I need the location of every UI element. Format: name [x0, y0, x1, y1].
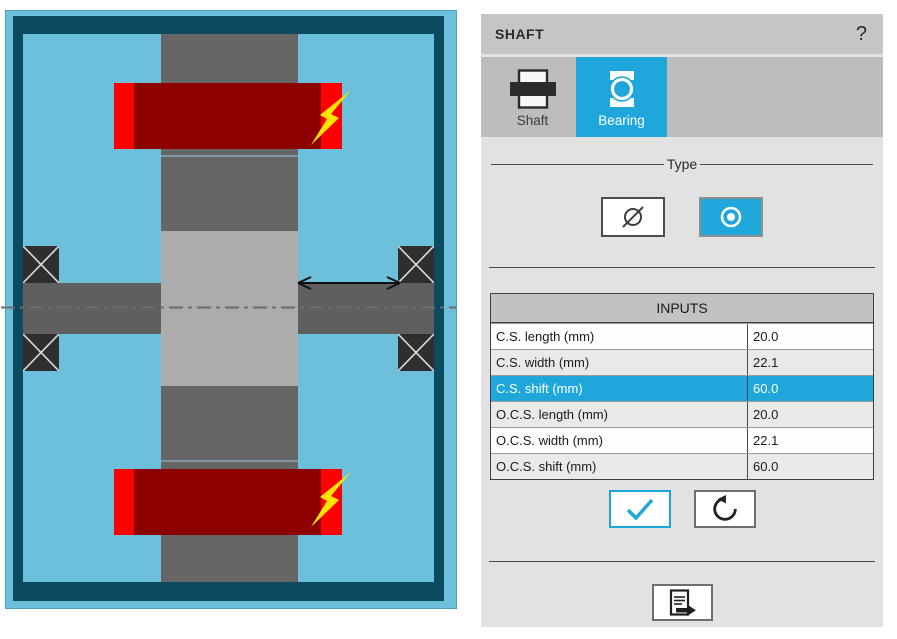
inputs-table-header: INPUTS [491, 294, 873, 323]
tab-shaft[interactable]: Shaft [489, 57, 576, 137]
row-value[interactable]: 22.1 [753, 355, 779, 370]
tab-bar: Shaft Bearing [481, 57, 883, 137]
crank-web-top-core [134, 83, 321, 149]
shaft-diagram [0, 0, 460, 615]
type-legend-label: Type [666, 156, 698, 172]
action-buttons [481, 490, 883, 528]
table-row[interactable]: C.S. length (mm) 20.0 [491, 323, 873, 349]
table-row[interactable]: C.S. width (mm) 22.1 [491, 349, 873, 375]
panel-title: SHAFT [495, 26, 545, 42]
tab-bearing-label: Bearing [598, 113, 645, 128]
export-document-icon [669, 588, 696, 616]
row-label: O.C.S. length (mm) [491, 402, 748, 427]
diameter-slash-icon [622, 206, 644, 228]
row-value[interactable]: 60.0 [753, 381, 779, 396]
diagram-background [1, 10, 457, 609]
type-group-legend: Type [491, 156, 874, 172]
dot-circle-icon [720, 206, 742, 228]
export-row [481, 584, 883, 621]
section-divider [489, 267, 875, 268]
row-value[interactable]: 20.0 [753, 329, 779, 344]
lightning-bolt-icon [311, 472, 351, 527]
panel-header: SHAFT ? [481, 14, 883, 54]
inputs-table: INPUTS C.S. length (mm) 20.0 C.S. width … [490, 293, 874, 480]
row-label: C.S. length (mm) [491, 324, 748, 349]
crank-web-bottom [114, 469, 342, 535]
dimension-arrow-icon [297, 276, 401, 290]
table-row[interactable]: O.C.S. length (mm) 20.0 [491, 401, 873, 427]
bearing-symbol-icon [23, 246, 59, 283]
bearing-symbol-icon [398, 246, 434, 283]
bearing-type-options [481, 197, 883, 237]
lightning-bolt-icon [311, 90, 351, 145]
reset-button[interactable] [693, 490, 756, 528]
tab-shaft-label: Shaft [516, 113, 549, 128]
type-radial-button[interactable] [699, 197, 763, 237]
confirm-button[interactable] [608, 490, 671, 528]
row-value[interactable]: 60.0 [753, 459, 779, 474]
centerline [1, 306, 456, 309]
table-row-selected[interactable]: C.S. shift (mm) 60.0 [491, 375, 873, 401]
row-label: O.C.S. shift (mm) [491, 454, 748, 479]
bearing-icon [607, 67, 637, 111]
section-divider-line [161, 460, 298, 462]
bearing-symbol-icon [398, 334, 434, 371]
bearing-symbol-icon [23, 334, 59, 371]
shaft-panel: SHAFT ? Shaft [481, 14, 883, 627]
shaft-icon [509, 67, 556, 111]
crank-web-bottom-core [134, 469, 321, 535]
table-row[interactable]: O.C.S. shift (mm) 60.0 [491, 453, 873, 479]
row-value[interactable]: 20.0 [753, 407, 779, 422]
check-icon [626, 498, 653, 521]
crank-web-top [114, 83, 342, 149]
rotate-ccw-icon [712, 494, 737, 521]
row-label: C.S. width (mm) [491, 350, 748, 375]
section-divider-line [161, 155, 298, 157]
tab-bearing[interactable]: Bearing [576, 57, 667, 137]
legend-line [700, 163, 874, 165]
help-button[interactable]: ? [855, 23, 867, 45]
section-divider [489, 561, 875, 562]
export-button[interactable] [651, 584, 713, 621]
row-label: O.C.S. width (mm) [491, 428, 748, 453]
legend-line [491, 163, 664, 165]
row-value[interactable]: 22.1 [753, 433, 779, 448]
table-row[interactable]: O.C.S. width (mm) 22.1 [491, 427, 873, 453]
row-label: C.S. shift (mm) [491, 376, 748, 401]
type-none-button[interactable] [601, 197, 665, 237]
